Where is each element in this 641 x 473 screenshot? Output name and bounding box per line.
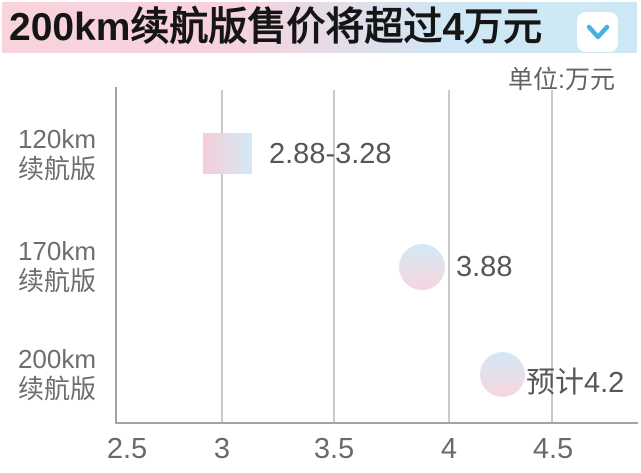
category-line1: 200km xyxy=(17,344,97,374)
x-axis-line xyxy=(115,422,638,424)
y-axis-line xyxy=(115,87,117,423)
collapse-button[interactable] xyxy=(577,12,618,52)
gridline-4-5 xyxy=(551,90,553,423)
x-tick-3: 3 xyxy=(213,433,231,465)
value-label-170km: 3.88 xyxy=(456,251,513,283)
x-tick-4: 4 xyxy=(440,433,458,465)
x-tick-4-5: 4.5 xyxy=(532,433,574,465)
category-label-200km: 200km 续航版 xyxy=(0,344,114,404)
range-marker-120km xyxy=(203,133,252,174)
chart-title: 200km续航版售价将超过4万元 xyxy=(9,6,543,49)
point-marker-200km xyxy=(480,352,525,397)
gridline-3-5 xyxy=(333,90,335,423)
category-line2: 续航版 xyxy=(17,154,96,184)
x-tick-2-5: 2.5 xyxy=(106,433,148,465)
category-line1: 120km xyxy=(17,124,97,154)
x-tick-3-5: 3.5 xyxy=(313,433,355,465)
unit-label: 单位:万元 xyxy=(508,66,615,94)
value-label-120km: 2.88-3.28 xyxy=(269,138,392,170)
category-line2: 续航版 xyxy=(17,266,96,296)
category-label-170km: 170km 续航版 xyxy=(0,236,114,296)
category-line2: 续航版 xyxy=(17,374,96,404)
gridline-3 xyxy=(221,90,223,423)
gridline-4 xyxy=(448,90,450,423)
category-label-120km: 120km 续航版 xyxy=(0,124,114,184)
category-line1: 170km xyxy=(17,236,97,266)
value-label-200km: 预计4.2 xyxy=(526,367,625,399)
point-marker-170km xyxy=(399,244,445,290)
chevron-down-icon xyxy=(586,24,609,40)
title-banner: 200km续航版售价将超过4万元 xyxy=(2,2,637,53)
